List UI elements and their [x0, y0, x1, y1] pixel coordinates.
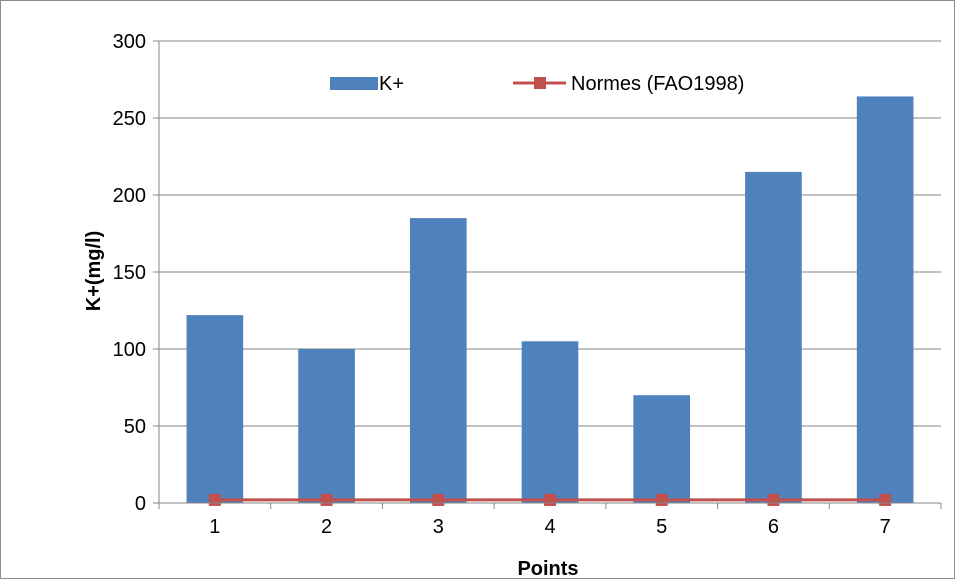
norm-marker-3: [432, 493, 445, 506]
y-tick-label-200: 200: [113, 185, 146, 207]
y-tick-label-300: 300: [113, 31, 146, 53]
bar-series: [186, 96, 914, 503]
bar-k-plus-6: [745, 171, 802, 503]
legend-label-norm: Normes (FAO1998): [571, 73, 744, 95]
bar-k-plus-3: [409, 218, 467, 503]
y-tick-label-50: 50: [124, 416, 146, 438]
gridlines: [159, 40, 941, 427]
x-tick-label-3: 3: [433, 516, 444, 538]
x-tick-label-4: 4: [544, 516, 555, 538]
norm-marker-5: [655, 493, 668, 506]
x-tick-label-2: 2: [321, 516, 332, 538]
tick-labels: 0 50 100 150 200 250 300 1 2 3 4 5 6 7: [113, 31, 891, 538]
legend-label-k-plus: K+: [379, 73, 404, 95]
x-tick-label-7: 7: [880, 516, 891, 538]
axes: [153, 40, 942, 509]
legend-swatch-k-plus: [330, 77, 378, 90]
bar-k-plus-1: [186, 315, 244, 503]
y-axis-title: K+(mg/l): [83, 231, 105, 312]
x-tick-label-1: 1: [209, 516, 220, 538]
x-axis-title: Points: [517, 558, 578, 580]
y-tick-label-150: 150: [113, 262, 146, 284]
bar-k-plus-5: [633, 395, 691, 503]
y-tick-label-0: 0: [135, 493, 146, 515]
bar-k-plus-2: [298, 349, 355, 503]
norm-marker-7: [879, 493, 892, 506]
legend: K+ Normes (FAO1998): [330, 73, 744, 95]
norm-marker-2: [320, 493, 333, 506]
norm-marker-4: [544, 493, 556, 506]
norm-marker-1: [208, 493, 221, 506]
legend-marker-norm: [534, 77, 546, 89]
bar-k-plus-4: [521, 341, 579, 503]
x-tick-label-5: 5: [656, 516, 667, 538]
y-tick-label-100: 100: [113, 339, 146, 361]
y-tick-label-250: 250: [113, 108, 146, 130]
bar-k-plus-7: [856, 96, 914, 503]
norm-marker-6: [767, 493, 780, 506]
x-tick-label-6: 6: [768, 516, 779, 538]
